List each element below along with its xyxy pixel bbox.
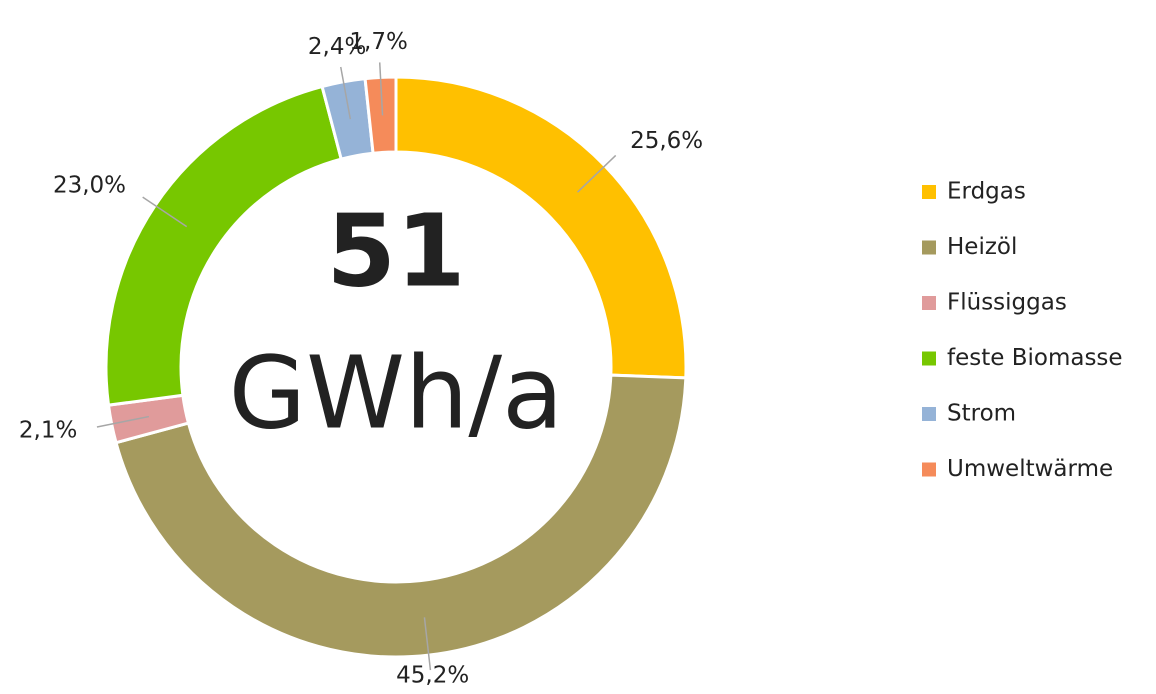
legend-label: Strom (947, 401, 1016, 427)
leader-line (339, 66, 352, 120)
legend-swatch (922, 407, 936, 421)
legend-swatch (922, 185, 936, 199)
leader-line (576, 154, 617, 193)
legend-swatch (922, 240, 936, 255)
data-label: 45,2% (396, 663, 469, 689)
legend-label: Heizöl (947, 234, 1017, 260)
donut-segment (363, 75, 398, 155)
data-label: 23,0% (53, 173, 126, 199)
data-label: 1,7% (349, 29, 407, 55)
legend-label: Flüssiggas (947, 290, 1067, 316)
leader-line (423, 617, 432, 671)
legend-swatch (922, 351, 936, 366)
leader-line (142, 196, 188, 228)
center-value: 51 (326, 192, 465, 309)
legend-label: Umweltwärme (947, 456, 1113, 482)
center-unit: GWh/a (229, 334, 564, 451)
leader-line (96, 415, 150, 428)
legend-swatch (922, 462, 936, 477)
data-label: 25,6% (630, 128, 703, 154)
legend-label: feste Biomasse (947, 345, 1123, 371)
data-label: 2,4% (308, 34, 366, 60)
legend-label: Erdgas (947, 179, 1026, 205)
legend-swatch (922, 296, 936, 310)
data-label: 2,1% (19, 417, 77, 443)
leader-line (378, 62, 384, 116)
donut-segment (114, 373, 688, 659)
